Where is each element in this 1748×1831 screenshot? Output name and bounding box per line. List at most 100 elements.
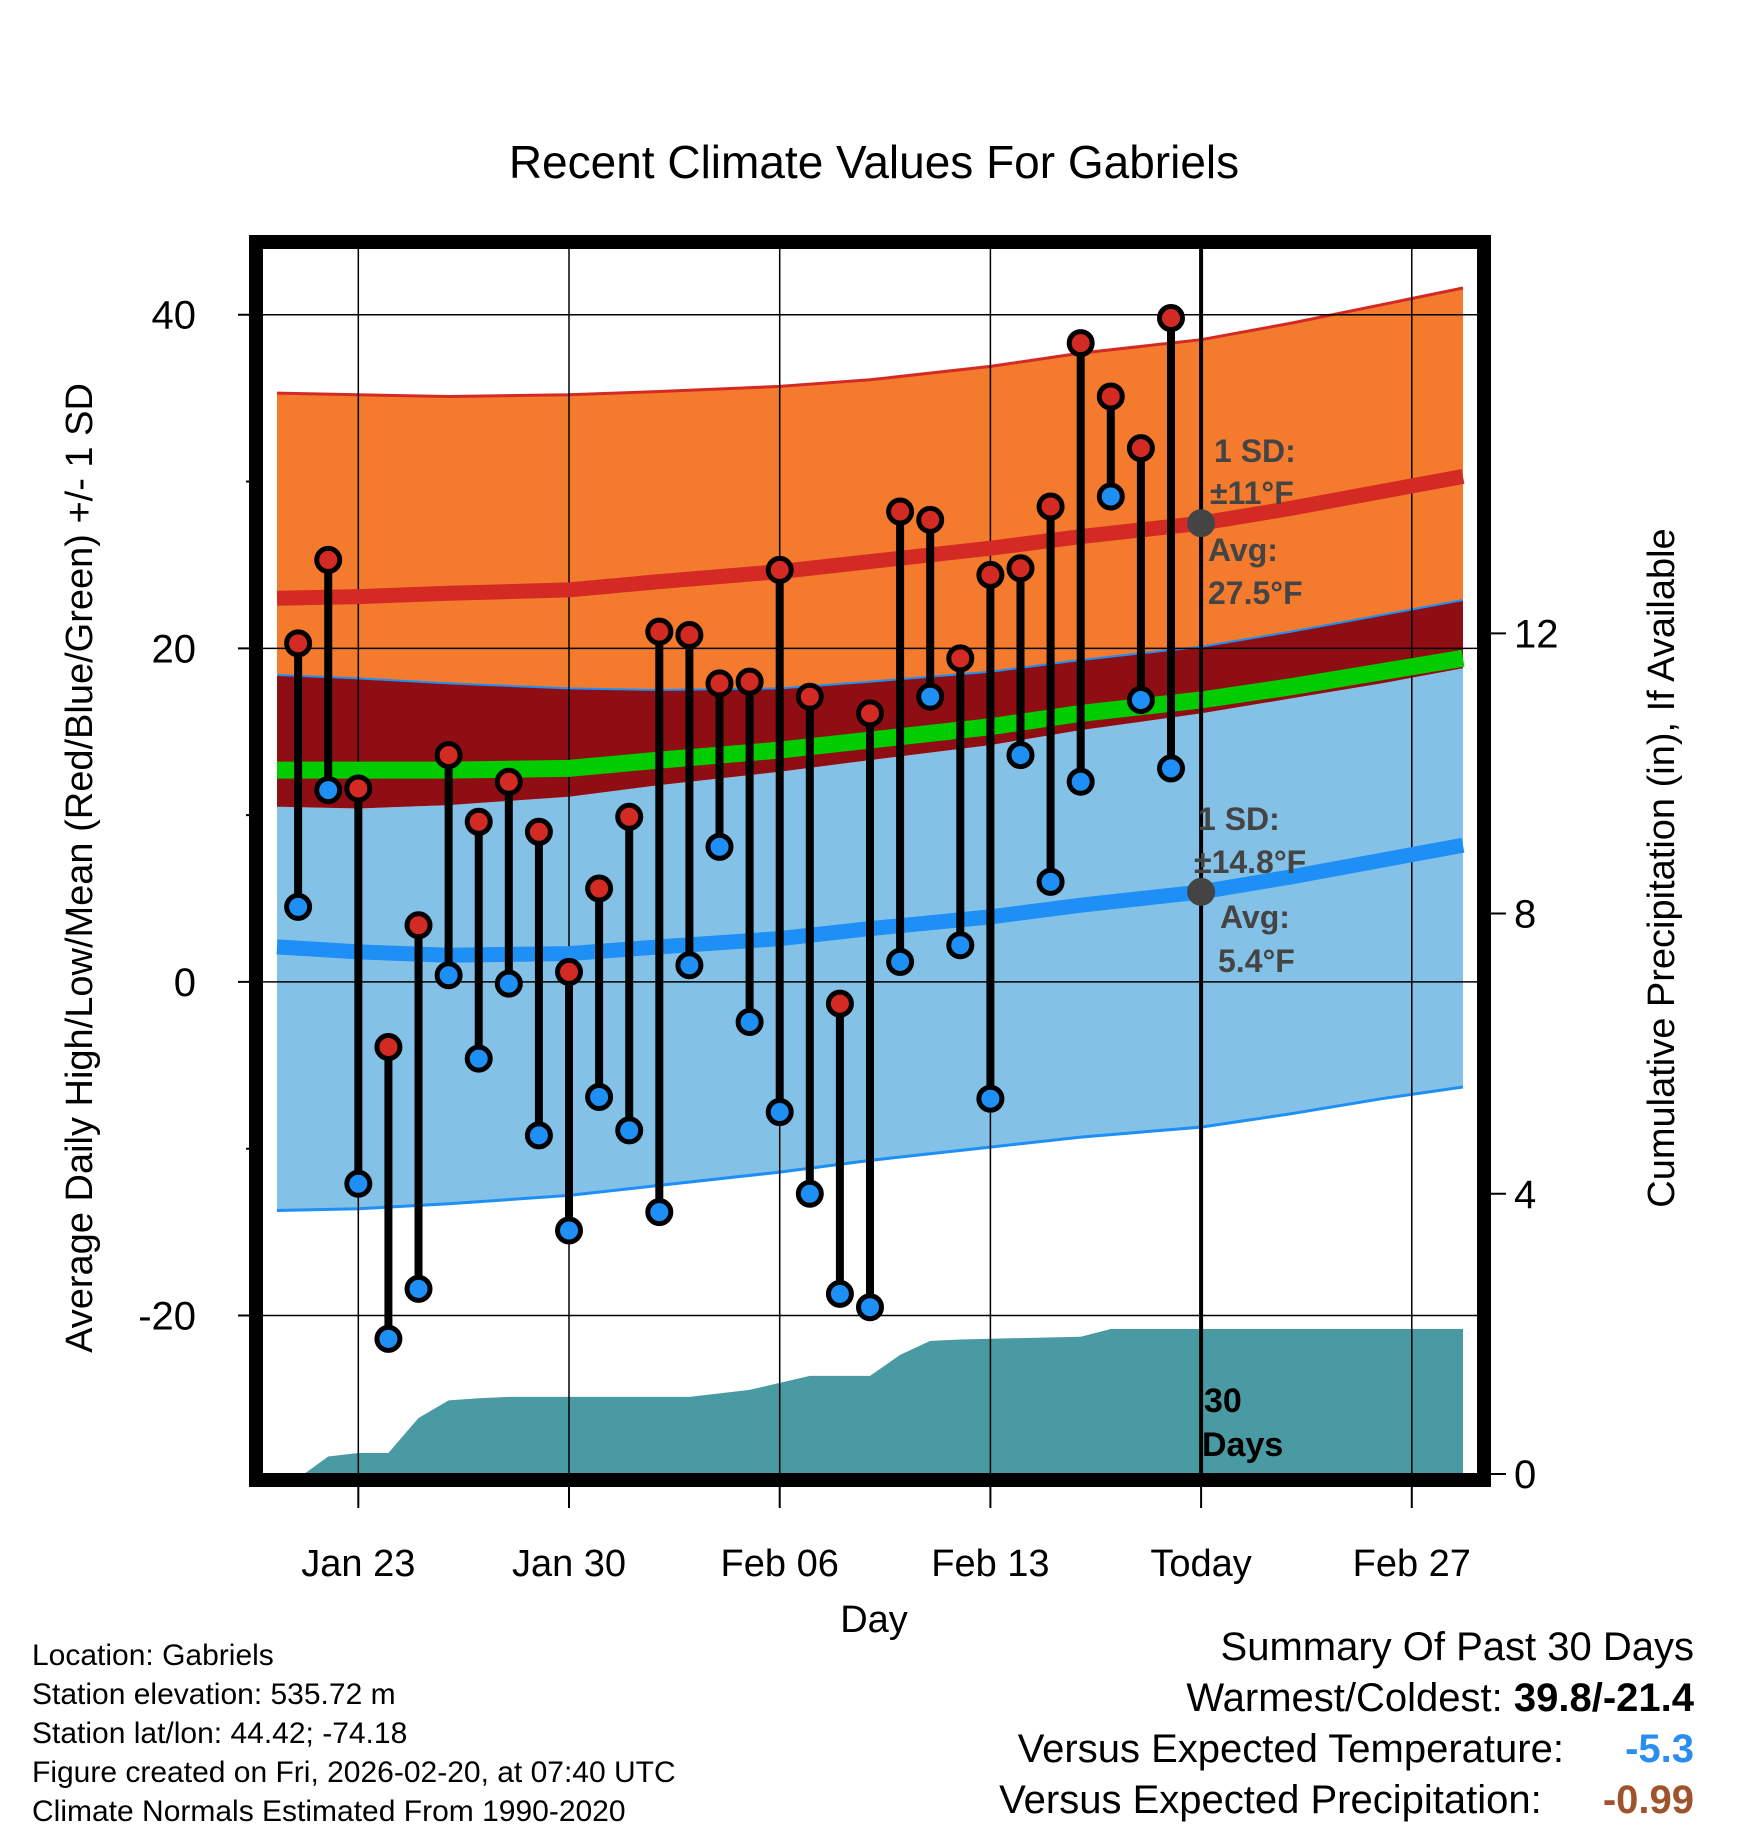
y-tick-label-left: 20 [152,627,197,671]
summary-title: Summary Of Past 30 Days [1220,1625,1694,1669]
elevation-text: Station elevation: 535.72 m [32,1678,396,1711]
daily-low-point [314,776,343,805]
daily-high-point [615,802,644,831]
daily-low-point [374,1324,403,1353]
daily-high-point [976,560,1005,589]
created-text: Figure created on Fri, 2026-02-20, at 07… [32,1756,676,1789]
high-sd-label: 1 SD: [1214,433,1296,469]
daily-high-point [555,957,584,986]
daily-high-point [645,617,674,646]
summary-panel: Summary Of Past 30 Days Warmest/Coldest:… [999,1622,1694,1826]
y-tick-label-right: 4 [1514,1173,1536,1217]
daily-low-point [705,832,734,861]
precip-value: -0.99 [1602,1778,1694,1822]
high-avg-label: Avg: [1208,532,1278,568]
daily-high-point [1096,382,1125,411]
summary-precip: Versus Expected Precipitation: -0.99 [999,1775,1694,1826]
daily-low-point [524,1121,553,1150]
daily-high-point [946,644,975,673]
daily-low-point [344,1169,373,1198]
warmest-value: 39.8/-21.4 [1513,1676,1694,1720]
daily-high-point [404,911,433,940]
daily-low-point [1126,686,1155,715]
daily-high-point [856,699,884,728]
daily-low-point [1156,754,1185,783]
daily-low-point [615,1116,644,1145]
location-text: Location: Gabriels [32,1639,274,1672]
daily-high-point [434,741,463,770]
high-sd-value: ±11°F [1210,475,1294,511]
daily-high-point [585,874,614,903]
daily-low-point [886,947,915,976]
y-axis-right-label: Cumulative Precipitation (in), If Availa… [1641,528,1683,1207]
daily-high-point [1036,492,1065,521]
daily-high-point [825,989,854,1018]
x-tick-label: Feb 13 [931,1543,1049,1585]
x-tick-label: Today [1150,1543,1251,1585]
x-tick-label: Jan 30 [512,1543,626,1585]
daily-low-point [946,931,975,960]
latlon-text: Station lat/lon: 44.42; -74.18 [32,1717,408,1750]
daily-high-point [735,667,764,696]
y-tick-label-right: 0 [1514,1453,1536,1497]
daily-low-point [675,951,704,980]
daily-high-point [524,817,553,846]
days-count-label: 30 [1204,1382,1242,1420]
daily-low-point [765,1098,794,1127]
warmest-label: Warmest/Coldest: [1186,1676,1503,1720]
y-tick-label-right: 12 [1514,612,1559,656]
high-avg-marker [1187,509,1216,538]
y-tick-label-left: 0 [174,961,196,1005]
daily-low-point [735,1007,764,1036]
daily-high-point [795,682,824,711]
daily-high-point [314,545,343,574]
daily-low-point [976,1084,1005,1113]
daily-low-point [645,1198,674,1227]
y-tick-label-left: -20 [138,1295,196,1339]
low-sd-label: 1 SD: [1198,801,1280,837]
daily-high-point [1126,434,1155,463]
daily-high-point [675,620,704,649]
daily-high-point [886,497,915,526]
daily-high-point [1156,304,1185,333]
normals-text: Climate Normals Estimated From 1990-2020 [32,1795,626,1828]
low-sd-value: ±14.8°F [1194,844,1306,880]
daily-low-point [1006,741,1035,770]
days-word-label: Days [1202,1426,1283,1464]
daily-low-point [1036,867,1065,896]
daily-low-point [916,682,945,711]
x-tick-label: Feb 27 [1353,1543,1471,1585]
y-tick-label-left: 40 [152,294,197,338]
temp-value: -5.3 [1625,1727,1694,1771]
daily-high-point [1006,554,1035,583]
daily-low-point [825,1279,854,1308]
daily-low-point [795,1179,824,1208]
x-tick-label: Jan 23 [301,1543,415,1585]
daily-low-point [464,1044,493,1073]
y-axis-left-label: Average Daily High/Low/Mean (Red/Blue/Gr… [59,383,101,1353]
chart-title: Recent Climate Values For Gabriels [509,136,1239,188]
daily-low-point [434,961,463,990]
high-upper-edge [276,286,1464,399]
station-info: Location: Gabriels Station elevation: 53… [32,1636,676,1831]
daily-high-point [1066,329,1095,358]
daily-high-point [705,669,734,698]
y-tick-label-right: 8 [1514,893,1536,937]
daily-high-point [916,505,945,534]
x-tick-label: Feb 06 [721,1543,839,1585]
daily-low-point [585,1083,614,1112]
precip-area [304,1329,1464,1474]
daily-low-point [1066,767,1095,796]
daily-high-point [284,629,313,658]
daily-high-point [494,767,523,796]
daily-high-point [374,1032,403,1061]
high-avg-value: 27.5°F [1208,575,1303,611]
daily-low-point [555,1216,584,1245]
precip-label: Versus Expected Precipitation: [999,1778,1542,1822]
low-avg-marker [1187,877,1216,906]
daily-low-point [404,1274,433,1303]
daily-high-point [344,774,373,803]
daily-low-point [856,1293,884,1322]
high-lower-edge [276,599,1464,692]
